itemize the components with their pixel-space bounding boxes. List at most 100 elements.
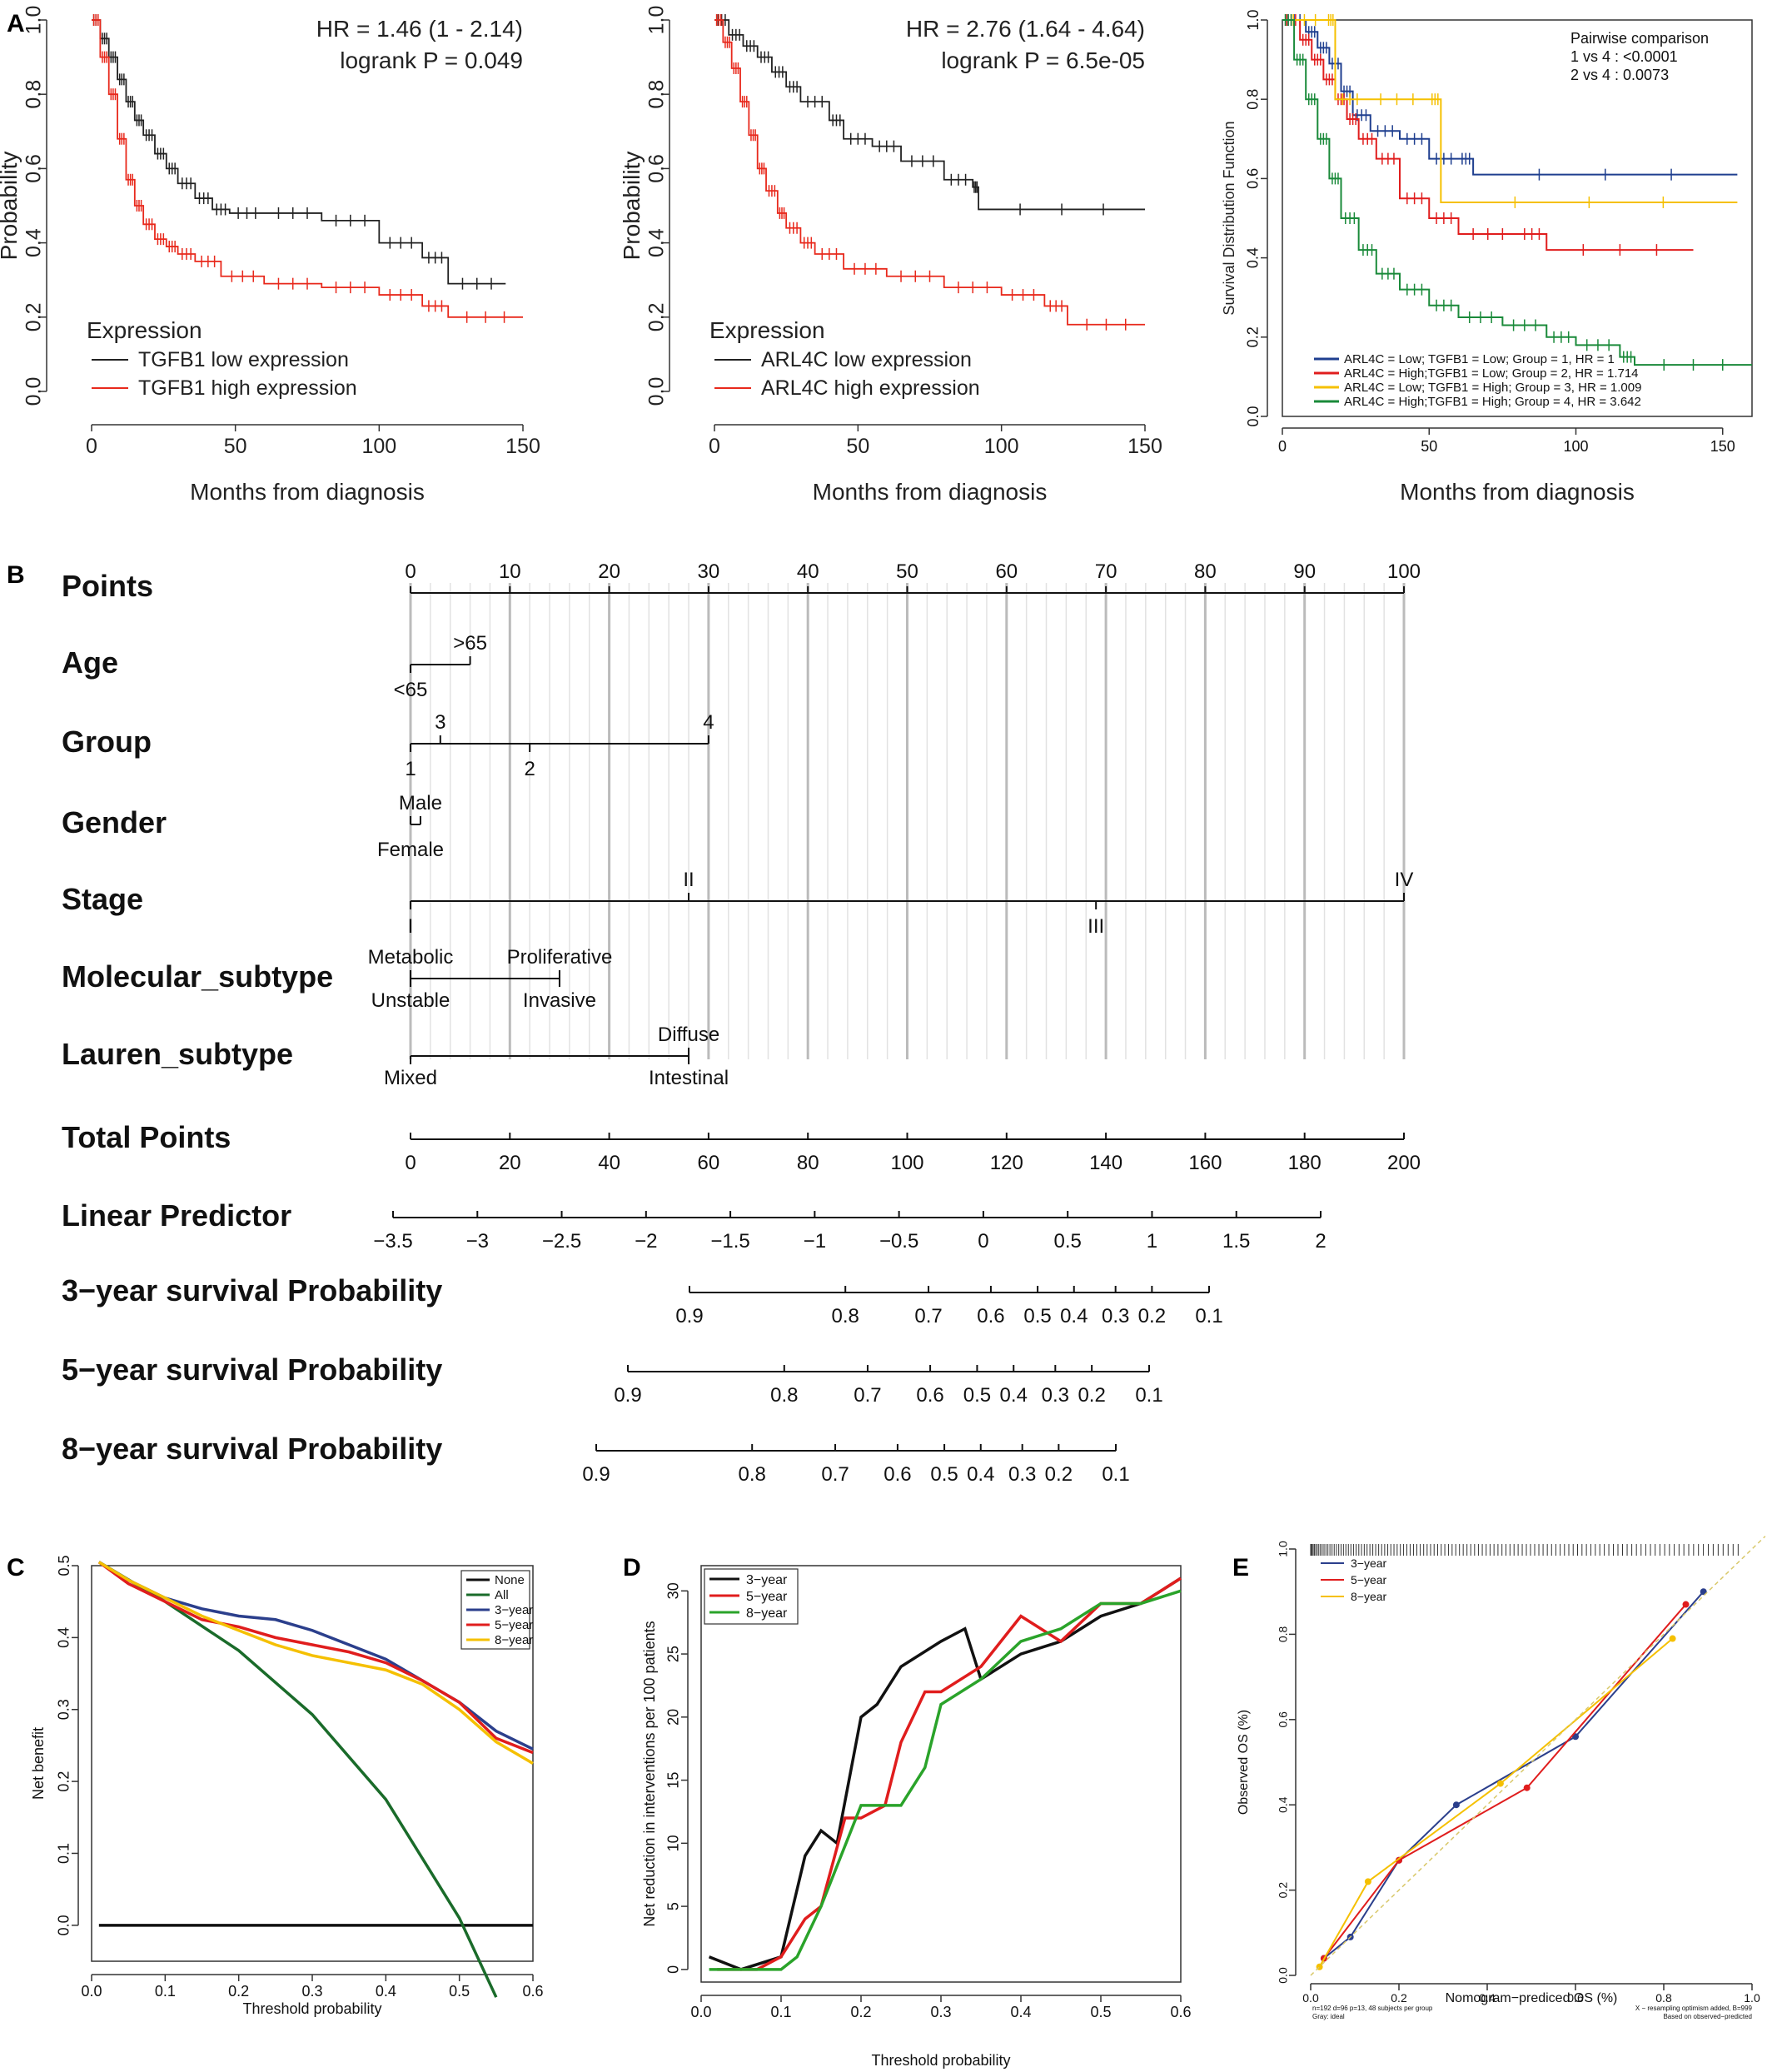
series-line-0 <box>1323 1591 1705 1960</box>
legend-label: 3−year <box>1351 1556 1387 1570</box>
scale-tick-label: 2 <box>1315 1230 1326 1253</box>
level-label: II <box>683 869 694 891</box>
scale-tick-label: −2 <box>635 1230 657 1253</box>
scale-tick-label: 0.9 <box>675 1305 703 1327</box>
nomogram: Points 0 10 20 30 40 50 60 70 80 90 100Age<65>65Gro… <box>62 560 1421 1486</box>
chart-A2: 0 50 100 150 0.0 0.2 0.4 0.6 0.8 1.0 Months from d… <box>619 6 1162 505</box>
points-tick-label: 90 <box>1293 560 1316 583</box>
y-tick-label: 0.5 <box>56 1555 72 1576</box>
y-tick-label: 0.0 <box>645 377 669 406</box>
points-tick-label: 60 <box>995 560 1018 583</box>
y-tick-label: 0.2 <box>1277 1882 1290 1899</box>
scale-tick-label: 0.9 <box>582 1463 610 1486</box>
scale-tick-label: 100 <box>890 1152 923 1174</box>
legend-label: 8−year <box>1351 1590 1387 1603</box>
points-tick-label: 20 <box>598 560 620 583</box>
scale-tick-label: 0.8 <box>832 1305 859 1327</box>
level-label: 1 <box>405 758 416 780</box>
x-tick-label: 0.5 <box>1090 2004 1111 2020</box>
scale-tick-label: 0.3 <box>1102 1305 1129 1327</box>
y-tick-label: 0.6 <box>22 154 46 183</box>
scale-tick-label: −0.5 <box>879 1230 918 1253</box>
y-tick-label: 0.8 <box>1245 89 1262 110</box>
x-tick-label: 0.2 <box>850 2004 871 2020</box>
chart-A1: 0 50 100 150 0.0 0.2 0.4 0.6 0.8 1.0 Months from d… <box>0 6 540 505</box>
hr-annotation: HR = 2.76 (1.64 - 4.64) <box>906 16 1145 42</box>
scale-tick-label: 1.5 <box>1222 1230 1250 1253</box>
x-tick-label: 100 <box>1563 438 1588 455</box>
legend-title: Expression <box>87 317 202 343</box>
series-line-1 <box>717 1576 1182 1971</box>
y-tick-label: 1.0 <box>1277 1541 1290 1557</box>
data-point <box>1396 1856 1402 1864</box>
scale-tick-label: 1 <box>1147 1230 1157 1253</box>
censor-marks-2 <box>1292 14 1665 208</box>
hr-annotation: logrank P = 6.5e-05 <box>941 47 1145 73</box>
scale-tick-label: 0.1 <box>1135 1384 1162 1407</box>
y-tick-label: 0.0 <box>56 1915 72 1935</box>
x-tick-label: 0.8 <box>1655 1991 1672 2005</box>
series-line-3 <box>97 1561 534 1755</box>
y-tick-label: 0.4 <box>22 228 46 257</box>
data-point <box>1452 1801 1460 1809</box>
scale-tick-label: −2.5 <box>542 1230 581 1253</box>
y-axis-label: Observed OS (%) <box>1237 1710 1251 1815</box>
x-tick-label: 150 <box>505 435 540 458</box>
legend-label: ARL4C low expression <box>761 348 972 371</box>
chart-D: 0.0 0.1 0.2 0.3 0.4 0.5 0.6 0 5 10 15 20 25 30 Thresho… <box>641 1565 1192 2069</box>
chart-C: 0.0 0.1 0.2 0.3 0.4 0.5 0.6 0.0 0.1 0.2 0.3 0.4 0.5 T… <box>30 1555 544 2017</box>
scale-tick-label: 0.4 <box>1000 1384 1028 1407</box>
scale-tick-label: 0.4 <box>1060 1305 1088 1327</box>
legend-label: 5−year <box>1351 1573 1387 1586</box>
panel-label-C: C <box>7 1554 25 1581</box>
x-tick-label: 0.4 <box>1010 2004 1031 2020</box>
series-line-1 <box>1282 19 1694 252</box>
legend-label: TGFB1 high expression <box>138 376 357 400</box>
x-tick-label: 0.5 <box>449 1983 470 2000</box>
legend-title: Expression <box>709 317 825 343</box>
nomogram-row-label: Lauren_subtype <box>62 1037 293 1071</box>
nomogram-row-label: Age <box>62 645 118 680</box>
rug-marks <box>1310 1544 1739 1556</box>
nomogram-row-label: Stage <box>62 882 143 916</box>
censor-marks-0 <box>717 14 1104 216</box>
y-tick-label: 0.6 <box>1277 1711 1290 1728</box>
scale-tick-label: 0.6 <box>916 1384 943 1407</box>
level-label: Proliferative <box>507 946 613 969</box>
nomogram-row-label: Group <box>62 725 152 759</box>
scale-tick-label: 0.2 <box>1045 1463 1073 1486</box>
scale-tick-label: 0.7 <box>914 1305 942 1327</box>
level-label: Diffuse <box>658 1024 719 1046</box>
level-label: III <box>1088 915 1104 938</box>
x-tick-label: 0.0 <box>1302 1991 1319 2005</box>
x-axis-label: Months from diagnosis <box>190 479 425 505</box>
legend-label: 8−year <box>495 1633 533 1647</box>
level-label: Metabolic <box>368 946 454 969</box>
data-point <box>1496 1780 1504 1787</box>
legend-label: ARL4C = High;TGFB1 = High; Group = 4, HR… <box>1344 395 1641 409</box>
nomogram-row-label: Molecular_subtype <box>62 959 333 994</box>
legend-label: 3−year <box>746 1573 788 1587</box>
legend-label: 3−year <box>495 1603 533 1617</box>
legend-label: ARL4C = High;TGFB1 = Low; Group = 2, HR … <box>1344 366 1639 381</box>
level-label: Mixed <box>384 1067 437 1089</box>
panel-label-D: D <box>623 1554 641 1581</box>
footnote-left: n=192 d=96 p=13, 48 subjects per group <box>1312 2005 1433 2012</box>
level-label: I <box>408 915 414 938</box>
level-label: 4 <box>703 711 714 734</box>
x-tick-label: 0 <box>86 435 97 458</box>
series-line-4 <box>97 1561 534 1766</box>
series-line-1 <box>1323 1603 1687 1960</box>
level-label: 2 <box>524 758 535 780</box>
x-axis-label: Threshold probability <box>871 2052 1010 2069</box>
y-axis-label: Probability <box>0 152 22 261</box>
y-tick-label: 20 <box>665 1709 682 1726</box>
y-tick-label: 0.8 <box>645 80 669 109</box>
censor-marks-1 <box>92 14 505 323</box>
y-tick-label: 0.2 <box>56 1771 72 1792</box>
scale-tick-label: 0.9 <box>614 1384 641 1407</box>
censor-marks-1 <box>715 14 1127 331</box>
x-axis-label: Threshold probability <box>242 2000 381 2017</box>
legend-label: 5−year <box>746 1590 788 1604</box>
scale-tick-label: 20 <box>499 1152 521 1174</box>
